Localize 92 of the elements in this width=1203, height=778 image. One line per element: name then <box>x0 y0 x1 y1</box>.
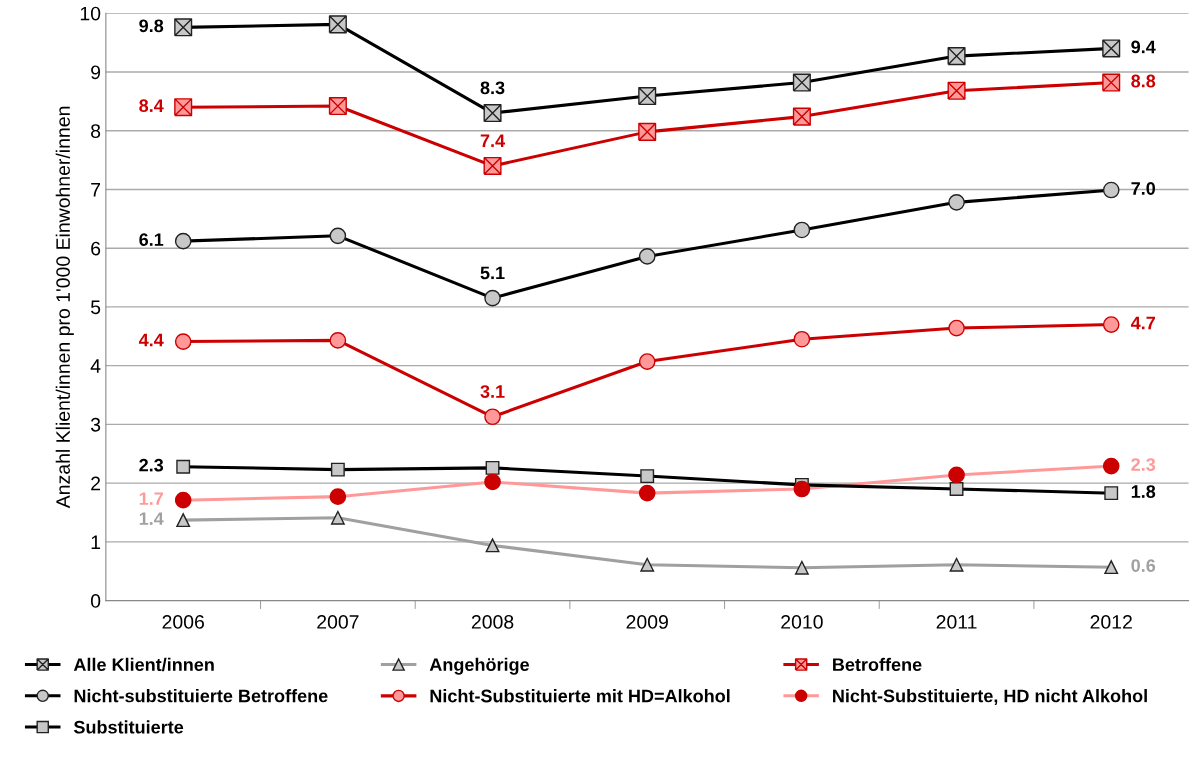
point <box>1104 486 1119 501</box>
data-label: 0.6 <box>1131 559 1156 572</box>
point <box>947 47 966 66</box>
data-label: 9.4 <box>1131 40 1156 54</box>
point <box>948 319 965 337</box>
point <box>328 15 347 34</box>
data-label: 9.8 <box>139 19 164 33</box>
data-label: 4.7 <box>1130 316 1155 330</box>
point <box>329 227 347 245</box>
point <box>638 484 656 502</box>
point <box>485 538 500 553</box>
x-tick-label: 2006 <box>162 615 204 629</box>
point <box>174 232 192 250</box>
x-tick-label: 2007 <box>317 615 359 629</box>
data-label: 7.4 <box>480 134 505 147</box>
y-tick-label: 5 <box>90 300 101 315</box>
point <box>484 473 501 491</box>
point <box>328 97 347 116</box>
y-axis-title: Anzahl Klient/innen pro 1'000 Einwohner/innen <box>55 106 74 509</box>
point <box>174 98 193 117</box>
legend-label: Nicht-Substituierte mit HD=Alkohol <box>430 689 730 703</box>
legend-label: Alle Klient/innen <box>73 657 214 672</box>
point <box>947 81 966 100</box>
y-tick-label: 7 <box>91 183 101 197</box>
legend-label: Nicht-substituierte Betroffene <box>74 689 328 703</box>
data-label: 4.4 <box>138 333 164 347</box>
point <box>793 330 811 348</box>
point <box>330 462 345 477</box>
y-tick-label: 1 <box>91 535 101 549</box>
data-label: 1.7 <box>139 492 163 505</box>
point <box>330 510 345 525</box>
data-label: 1.4 <box>139 512 164 525</box>
legend-label: Betroffene <box>833 657 922 672</box>
point <box>793 480 811 498</box>
data-label: 1.8 <box>1131 485 1156 498</box>
point <box>948 466 965 484</box>
point <box>1102 39 1121 58</box>
point <box>1102 73 1121 92</box>
point <box>948 194 965 211</box>
data-label: 8.8 <box>1131 74 1156 88</box>
point <box>792 73 811 92</box>
point <box>174 491 192 509</box>
point <box>638 122 657 141</box>
data-label: 8.4 <box>139 99 164 113</box>
data-label: 8.3 <box>480 81 505 95</box>
point <box>329 332 347 349</box>
data-label: 5.1 <box>480 266 505 280</box>
point <box>949 557 964 572</box>
data-label: 2.3 <box>1131 458 1156 471</box>
point <box>484 289 501 307</box>
y-tick-label: 2 <box>91 476 101 491</box>
x-tick-label: 2011 <box>936 615 977 629</box>
legend-label: Substituierte <box>73 720 184 734</box>
data-label: 7.0 <box>1131 182 1156 195</box>
point <box>792 107 811 126</box>
y-tick-label: 8 <box>91 124 101 138</box>
point <box>640 469 655 484</box>
point <box>1102 316 1120 333</box>
x-tick-label: 2010 <box>781 615 823 629</box>
point <box>1104 560 1119 575</box>
point <box>174 333 192 350</box>
point <box>484 408 501 426</box>
y-tick-label: 6 <box>91 241 101 256</box>
x-tick-label: 2008 <box>471 615 514 629</box>
y-tick-label: 4 <box>90 359 101 373</box>
point <box>793 221 811 239</box>
point <box>329 488 347 505</box>
data-label: 6.1 <box>139 233 164 246</box>
point <box>638 87 657 106</box>
point <box>640 557 655 572</box>
point <box>176 513 191 528</box>
point <box>949 482 964 496</box>
point <box>485 460 500 475</box>
data-label: 3.1 <box>480 385 505 398</box>
point <box>638 248 656 265</box>
point <box>638 353 656 370</box>
y-tick-label: 9 <box>91 65 101 80</box>
x-tick-label: 2009 <box>626 615 668 629</box>
legend-label: Angehörige <box>429 657 530 675</box>
y-tick-label: 10 <box>80 6 101 21</box>
y-tick-label: 3 <box>90 417 101 432</box>
point <box>483 104 502 123</box>
point <box>174 18 193 37</box>
x-tick-label: 2012 <box>1090 615 1132 629</box>
data-label: 2.3 <box>139 458 164 472</box>
legend-label: Nicht-Substituierte, HD nicht Alkohol <box>833 689 1147 705</box>
point <box>794 560 809 575</box>
point <box>1102 181 1120 199</box>
y-tick-label: 0 <box>90 594 101 608</box>
point <box>176 459 191 474</box>
point <box>483 156 502 175</box>
point <box>1102 457 1120 475</box>
